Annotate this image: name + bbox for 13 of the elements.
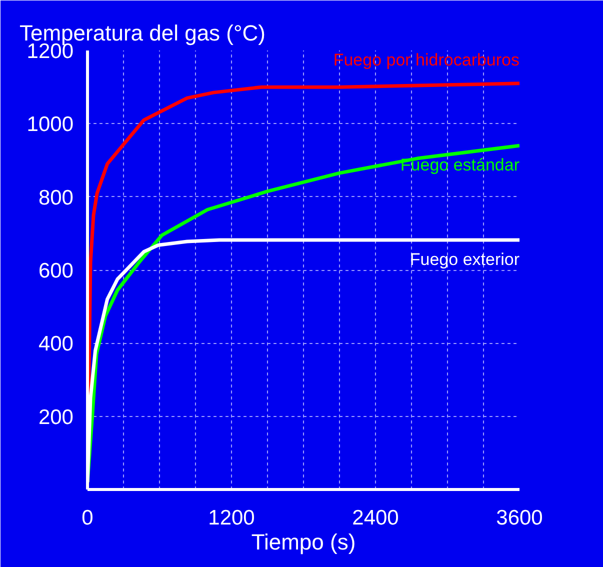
series-label: Fuego exterior [410, 250, 520, 269]
y-tick-label: 600 [38, 260, 74, 282]
x-tick-label: 0 [82, 506, 94, 530]
y-tick-label: 200 [38, 406, 74, 429]
x-tick-label: 2400 [352, 506, 399, 530]
x-axis-title: Tiempo (s) [251, 530, 356, 554]
series-label: Fuego por hidrocarburos [333, 50, 520, 70]
x-tick-label: 1200 [208, 506, 255, 530]
y-tick-label: 1000 [26, 113, 74, 136]
y-tick-label: 800 [38, 186, 74, 210]
x-tick-label: 3600 [496, 506, 543, 530]
chart-title: Temperatura del gas (°C) [20, 20, 266, 46]
y-tick-label: 400 [38, 332, 74, 356]
